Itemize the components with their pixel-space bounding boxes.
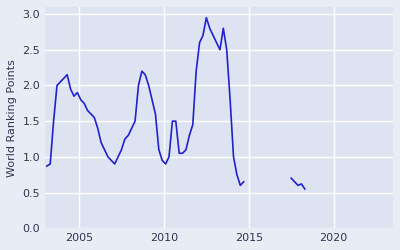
Y-axis label: World Ranking Points: World Ranking Points (7, 59, 17, 176)
